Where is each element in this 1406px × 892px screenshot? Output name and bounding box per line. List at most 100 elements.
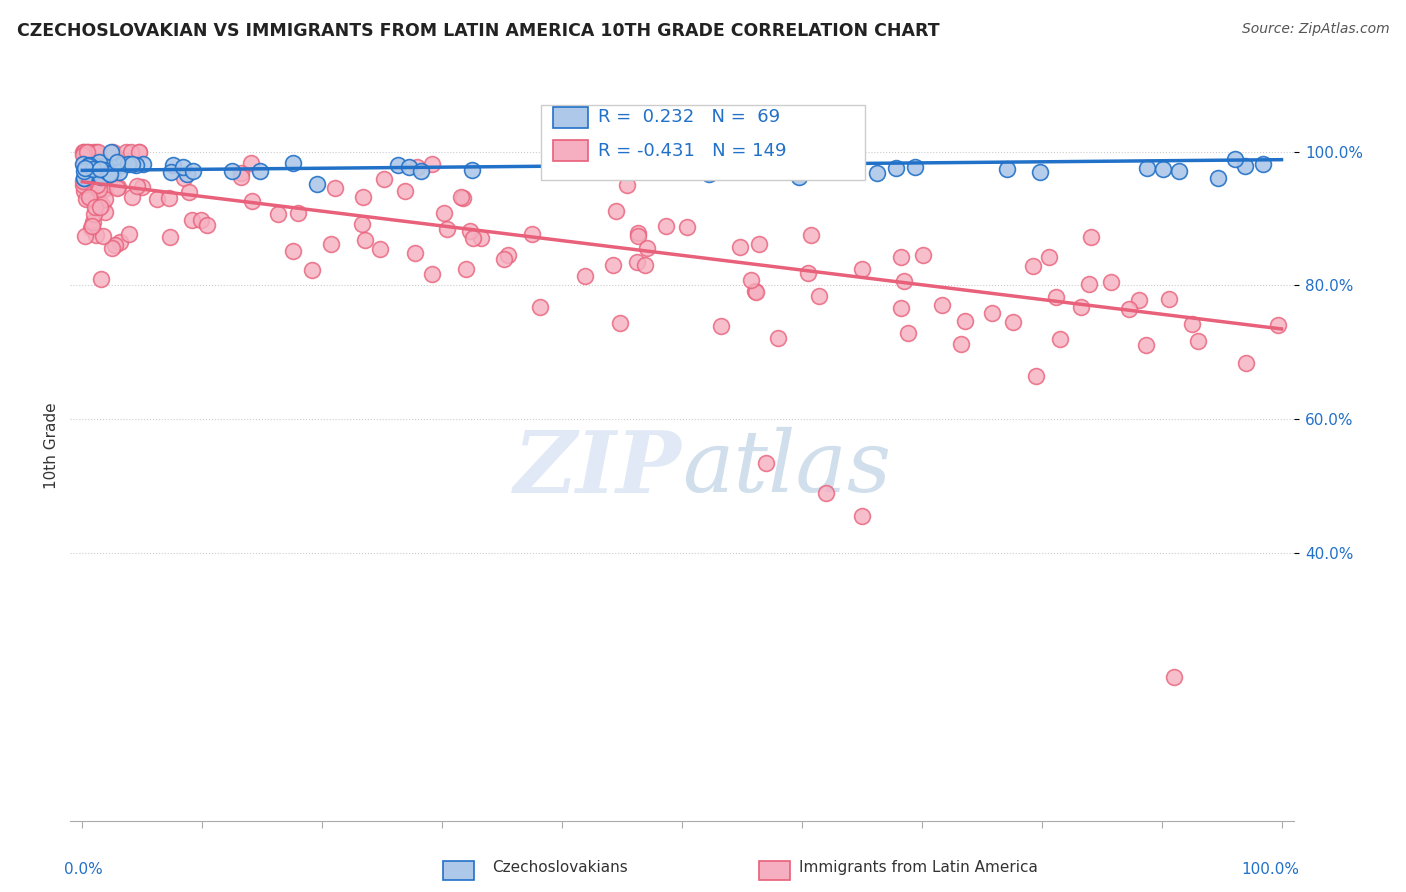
Point (574, 269, 596, 284)
Point (173, 171, 195, 186)
Point (105, 181, 128, 195)
Point (373, 172, 395, 186)
Point (240, 194, 263, 209)
Text: 100.0%: 100.0% (1241, 862, 1299, 877)
Point (107, 180, 129, 194)
Point (93, 182, 115, 196)
Point (105, 155, 128, 169)
Point (120, 145, 142, 159)
Point (84, 153, 107, 168)
Point (1267, 318, 1289, 332)
Point (125, 179, 148, 194)
Point (98, 159, 121, 173)
Point (100, 145, 122, 159)
Point (159, 230, 181, 244)
Point (463, 231, 485, 245)
Point (101, 168, 124, 182)
Point (231, 166, 253, 180)
Point (897, 326, 920, 341)
Point (884, 161, 907, 175)
Point (789, 169, 811, 184)
Point (128, 145, 150, 159)
Point (86, 160, 108, 174)
Point (1022, 259, 1045, 273)
Point (73, 229, 96, 244)
Point (655, 219, 678, 234)
Text: Czechoslovakians: Czechoslovakians (492, 860, 628, 874)
Point (398, 160, 420, 174)
Point (728, 240, 751, 254)
Point (931, 298, 953, 312)
Point (82, 214, 104, 228)
Point (319, 236, 342, 251)
Point (404, 246, 426, 260)
Point (131, 157, 153, 171)
Point (229, 169, 252, 184)
Point (80, 219, 103, 233)
Point (839, 158, 862, 172)
Point (406, 160, 429, 174)
Point (800, 227, 823, 242)
Point (281, 155, 304, 169)
Point (94, 181, 117, 195)
Point (84, 227, 107, 242)
Point (1049, 332, 1071, 346)
Point (131, 179, 153, 194)
Point (1135, 337, 1157, 351)
Point (676, 220, 699, 235)
Point (981, 305, 1004, 319)
Point (79, 161, 101, 176)
Text: atlas: atlas (682, 427, 891, 510)
Point (72, 148, 94, 162)
Point (1234, 159, 1257, 173)
Point (84, 163, 107, 178)
Point (104, 238, 127, 252)
Point (451, 191, 474, 205)
Point (1187, 334, 1209, 348)
Point (77, 190, 100, 204)
Point (83, 207, 105, 221)
Point (221, 164, 243, 178)
Point (636, 241, 658, 255)
Point (91, 228, 114, 243)
Point (301, 262, 323, 277)
Point (851, 261, 873, 276)
Point (89, 154, 111, 169)
Point (748, 236, 770, 251)
Y-axis label: 10th Grade: 10th Grade (44, 402, 59, 490)
Point (90, 271, 112, 285)
Point (73, 184, 96, 198)
Point (420, 267, 443, 281)
Point (461, 163, 484, 178)
Point (387, 159, 409, 173)
Point (172, 160, 194, 174)
Point (323, 180, 346, 194)
Point (616, 178, 638, 192)
FancyBboxPatch shape (541, 105, 866, 180)
Point (90, 198, 112, 212)
Point (890, 250, 912, 264)
Text: Source: ZipAtlas.com: Source: ZipAtlas.com (1241, 22, 1389, 37)
Point (110, 235, 132, 249)
Point (160, 165, 183, 179)
Point (93, 159, 115, 173)
Point (76, 164, 98, 178)
Point (755, 456, 778, 470)
Point (287, 206, 309, 220)
Text: 0.0%: 0.0% (65, 862, 103, 877)
Point (1152, 162, 1174, 177)
Point (904, 160, 927, 174)
Point (75, 161, 97, 176)
Point (352, 217, 374, 231)
Point (529, 300, 551, 314)
Point (633, 258, 655, 272)
Point (745, 285, 768, 299)
Point (115, 145, 138, 159)
Point (80, 157, 103, 171)
Point (354, 233, 377, 247)
Point (94, 204, 117, 219)
Point (77, 177, 100, 191)
Point (834, 163, 856, 178)
Point (995, 161, 1018, 176)
Point (368, 242, 391, 256)
